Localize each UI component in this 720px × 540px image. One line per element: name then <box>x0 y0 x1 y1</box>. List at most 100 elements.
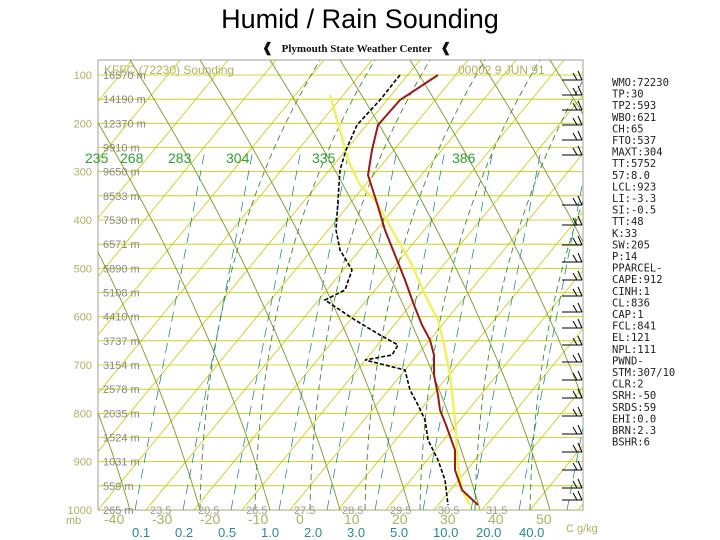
barb-flag <box>572 254 578 263</box>
isotherm-line <box>98 60 373 394</box>
station-label: KFFC (72230) Sounding <box>104 63 234 77</box>
barb-flag <box>577 286 583 297</box>
pressure-label: 700 <box>74 360 92 372</box>
temperature-tick: -30 <box>152 511 172 527</box>
height-label: 6571 m <box>103 239 140 251</box>
moist-adiabat <box>199 60 321 510</box>
wind-barb <box>562 352 583 363</box>
height-label: 3737 m <box>103 336 140 348</box>
barb-flag <box>572 444 578 453</box>
barb-flag <box>577 115 583 126</box>
moist-adiabat <box>254 60 376 510</box>
index-entry: CL:836 <box>612 297 650 309</box>
temperature-tick: -10 <box>248 511 268 527</box>
barb-flag <box>572 272 578 281</box>
theta-label: 386 <box>452 150 476 166</box>
height-label: 5890 m <box>103 263 140 275</box>
wind-barb <box>562 460 583 471</box>
dry-adiabat <box>269 60 481 510</box>
barb-flag <box>572 117 578 126</box>
index-entry: TT:48 <box>612 216 644 228</box>
index-entry: CINH:1 <box>612 286 650 298</box>
barb-flag <box>577 478 583 489</box>
wind-barb <box>562 252 583 263</box>
height-label: 2578 m <box>103 384 140 396</box>
barb-flag <box>577 370 583 381</box>
wind-barb <box>562 318 583 329</box>
mixing-ratio-tick: 10.0 <box>433 525 458 540</box>
dry-adiabat <box>129 60 341 510</box>
pressure-label: 600 <box>74 312 92 324</box>
barb-flag <box>572 87 578 96</box>
wind-barb <box>562 100 583 111</box>
index-entry: PPARCEL- <box>612 263 663 275</box>
barb-flag <box>577 270 583 281</box>
thetae-tick: 30.5 <box>438 505 459 517</box>
barb-flag <box>572 147 578 156</box>
dry-adiabat <box>199 60 411 510</box>
barb-flag <box>572 408 578 417</box>
mixing-ratio-line <box>230 149 302 510</box>
isotherm-line <box>481 386 583 510</box>
temperature-tick: -40 <box>104 511 124 527</box>
index-entry: K:33 <box>612 228 637 240</box>
barb-flag <box>577 406 583 417</box>
barb-flag <box>577 145 583 156</box>
wind-barb <box>562 195 583 206</box>
barb-flag <box>572 237 578 246</box>
barb-flag <box>577 318 583 329</box>
index-entry: NPL:111 <box>612 344 656 356</box>
barb-flag <box>572 390 578 399</box>
barb-flag <box>572 217 578 226</box>
wind-barb <box>562 115 583 126</box>
moist-adiabat <box>364 60 486 510</box>
index-entry: WBO:621 <box>612 112 656 124</box>
slide-title: Humid / Rain Sounding <box>221 4 499 34</box>
wind-barb <box>562 130 583 141</box>
theta-label: 283 <box>168 150 192 166</box>
barb-flag <box>572 288 578 297</box>
wind-barb <box>562 424 583 435</box>
barb-flag <box>572 372 578 381</box>
index-entry: 57:8.0 <box>612 170 650 182</box>
height-label: 2035 m <box>103 408 140 420</box>
barb-flag <box>572 132 578 141</box>
wind-barb <box>562 442 583 453</box>
mixing-ratio-line <box>518 178 583 510</box>
isotherm-line <box>289 153 583 510</box>
axis-corner-right: C g/kg <box>566 523 598 535</box>
barb-flag <box>577 130 583 141</box>
height-label: 3154 m <box>103 360 140 372</box>
isotherm-line <box>98 60 181 161</box>
mixing-ratio-line <box>326 149 398 510</box>
barb-flag <box>572 354 578 363</box>
index-entry: P:14 <box>612 251 637 263</box>
height-label: 7530 m <box>103 215 140 227</box>
pressure-label: 400 <box>74 215 92 227</box>
barb-flag <box>572 337 578 346</box>
height-label: 265 m <box>103 505 134 517</box>
index-entry: STM:307/10 <box>612 367 675 379</box>
temperature-tick: -20 <box>200 511 220 527</box>
plot-labels: KFFC (72230) Sounding 00002 9 JUN 91 mb … <box>66 63 598 540</box>
isotherm-line <box>98 60 325 336</box>
thetae-tick: 31.5 <box>486 505 507 517</box>
wind-barb <box>562 490 583 501</box>
wind-barb <box>562 388 583 399</box>
barb-flag <box>577 352 583 363</box>
index-entry: CLR:2 <box>612 379 644 391</box>
barb-flag <box>572 102 578 111</box>
barb-flag <box>577 424 583 435</box>
pressure-label: 200 <box>74 118 92 130</box>
index-entry: MAXT:304 <box>612 147 663 159</box>
moist-adiabat <box>309 60 431 510</box>
index-entry: CH:65 <box>612 123 644 135</box>
barb-flag <box>577 100 583 111</box>
isotherm-line <box>98 60 469 510</box>
thetae-tick: 29.5 <box>390 505 411 517</box>
temperature-tick: 20 <box>392 511 408 527</box>
index-entry: LI:-3.3 <box>612 193 656 205</box>
wind-barb <box>562 370 583 381</box>
isotherm-line <box>433 328 583 510</box>
temperature-tick: 50 <box>536 511 552 527</box>
